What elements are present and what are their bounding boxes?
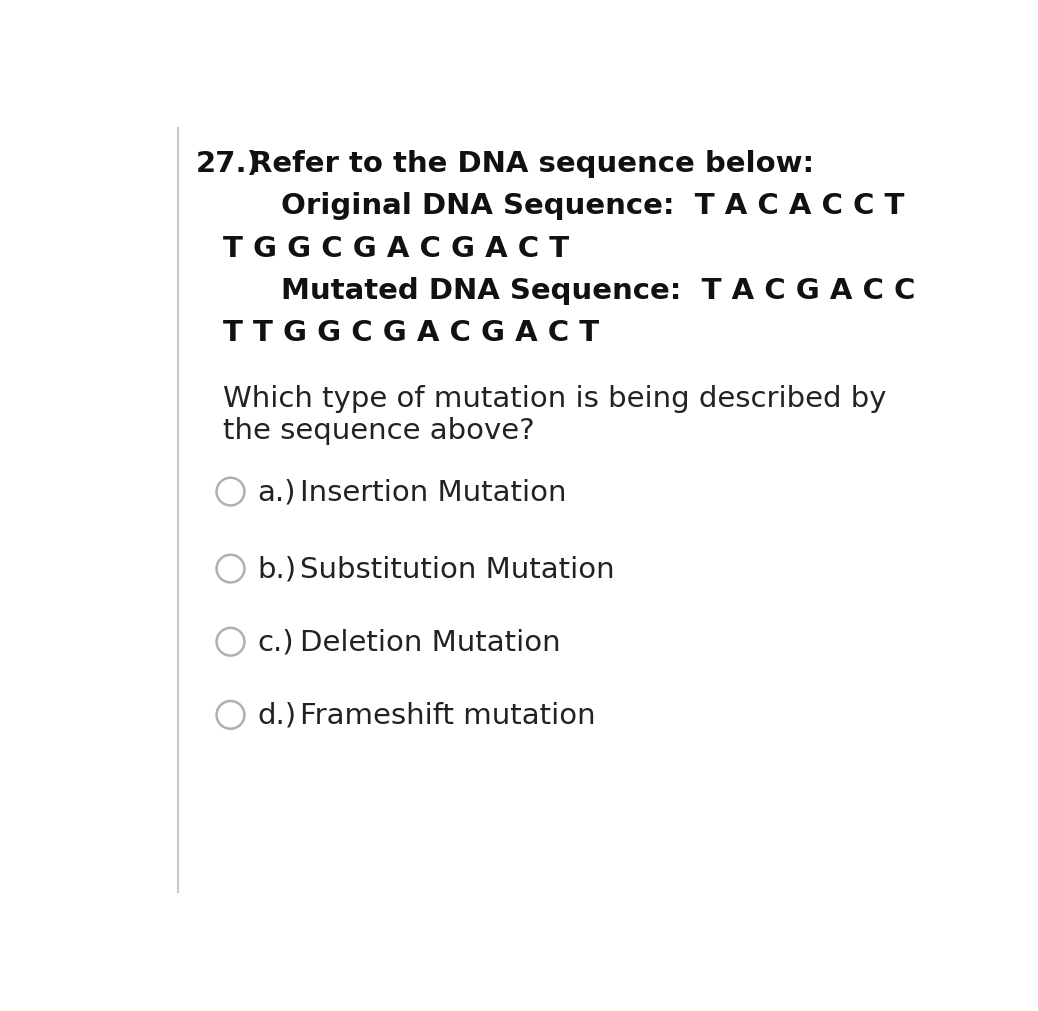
Text: Mutated DNA Sequence:  T A C G A C C: Mutated DNA Sequence: T A C G A C C (281, 277, 916, 304)
Text: Insertion Mutation: Insertion Mutation (300, 478, 567, 507)
Text: Deletion Mutation: Deletion Mutation (300, 628, 561, 656)
Text: Frameshift mutation: Frameshift mutation (300, 702, 596, 729)
Text: Refer to the DNA sequence below:: Refer to the DNA sequence below: (250, 150, 814, 178)
Text: T G G C G A C G A C T: T G G C G A C G A C T (223, 235, 569, 263)
Text: a.): a.) (257, 478, 296, 507)
Text: d.): d.) (257, 702, 297, 729)
Text: b.): b.) (257, 555, 297, 583)
Text: Substitution Mutation: Substitution Mutation (300, 555, 614, 583)
Text: Original DNA Sequence:  T A C A C C T: Original DNA Sequence: T A C A C C T (281, 192, 904, 220)
Text: c.): c.) (257, 628, 294, 656)
Text: 27.): 27.) (195, 150, 261, 178)
Text: T T G G C G A C G A C T: T T G G C G A C G A C T (223, 319, 599, 347)
Text: Which type of mutation is being described by: Which type of mutation is being describe… (223, 384, 886, 412)
Text: the sequence above?: the sequence above? (223, 417, 535, 445)
